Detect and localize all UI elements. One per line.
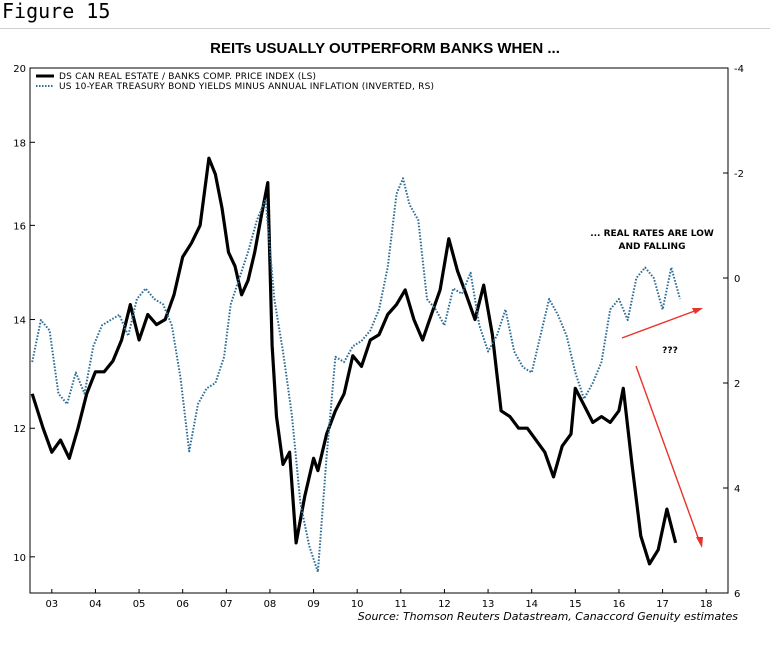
x-tick-label: 05: [133, 599, 146, 610]
x-tick-label: 15: [569, 599, 582, 610]
y-left-tick-label: 14: [13, 316, 26, 327]
x-tick-label: 18: [700, 599, 713, 610]
annotation-real-rates-1: ... REAL RATES ARE LOW: [590, 229, 714, 239]
x-tick-label: 16: [613, 599, 626, 610]
source-note: Source: Thomson Reuters Datastream, Cana…: [357, 610, 738, 623]
legend: DS CAN REAL ESTATE / BANKS COMP. PRICE I…: [36, 72, 434, 92]
y-left-tick-label: 16: [13, 221, 26, 232]
annotation-real-rates-2: AND FALLING: [619, 242, 686, 252]
legend-label-ls: DS CAN REAL ESTATE / BANKS COMP. PRICE I…: [59, 72, 316, 82]
arrow-up-line: [621, 308, 701, 339]
x-tick-label: 11: [394, 599, 407, 610]
x-tick-label: 10: [351, 599, 364, 610]
figure-label: Figure 15: [2, 0, 111, 23]
arrow-down-line: [635, 365, 701, 544]
x-tick-label: 07: [220, 599, 233, 610]
series-rs-line: [31, 177, 681, 573]
x-tick-label: 14: [525, 599, 538, 610]
y-left-tick-label: 18: [13, 138, 26, 149]
y-left-tick-label: 10: [13, 553, 26, 564]
x-axis: 03 04 05 06 07 08 09 10 11 12 13 14 15 16 17 18: [45, 589, 713, 610]
y-left-tick-label: 12: [13, 424, 26, 435]
x-tick-label: 12: [438, 599, 451, 610]
y-left-axis: 10 12 14 16 18 20: [13, 64, 35, 564]
x-tick-label: 03: [45, 599, 58, 610]
series-layer: [30, 156, 681, 573]
y-right-tick-label: 6: [734, 589, 740, 600]
y-right-tick-label: -2: [734, 169, 744, 180]
series-ls-line: [30, 156, 678, 566]
annotation-question: ???: [662, 346, 678, 356]
x-tick-label: 13: [482, 599, 495, 610]
x-tick-label: 09: [307, 599, 320, 610]
arrow-down-head: [696, 537, 703, 548]
x-tick-label: 06: [176, 599, 189, 610]
y-left-tick-label: 20: [13, 64, 26, 75]
y-right-tick-label: 0: [734, 274, 740, 285]
y-right-axis: -4 -2 0 2 4 6: [723, 64, 744, 600]
x-tick-label: 04: [89, 599, 102, 610]
x-tick-label: 08: [264, 599, 277, 610]
legend-label-rs: US 10-YEAR TREASURY BOND YIELDS MINUS AN…: [59, 82, 434, 92]
header-rule: [0, 28, 770, 29]
plot-frame: [29, 67, 729, 594]
chart-title: REITs USUALLY OUTPERFORM BANKS WHEN ...: [210, 40, 560, 57]
annotations: ... REAL RATES ARE LOW AND FALLING ???: [590, 229, 714, 548]
arrow-up-head: [692, 308, 703, 314]
y-right-tick-label: -4: [734, 64, 744, 75]
x-tick-label: 17: [656, 599, 669, 610]
y-right-tick-label: 4: [734, 484, 740, 495]
y-right-tick-label: 2: [734, 379, 740, 390]
